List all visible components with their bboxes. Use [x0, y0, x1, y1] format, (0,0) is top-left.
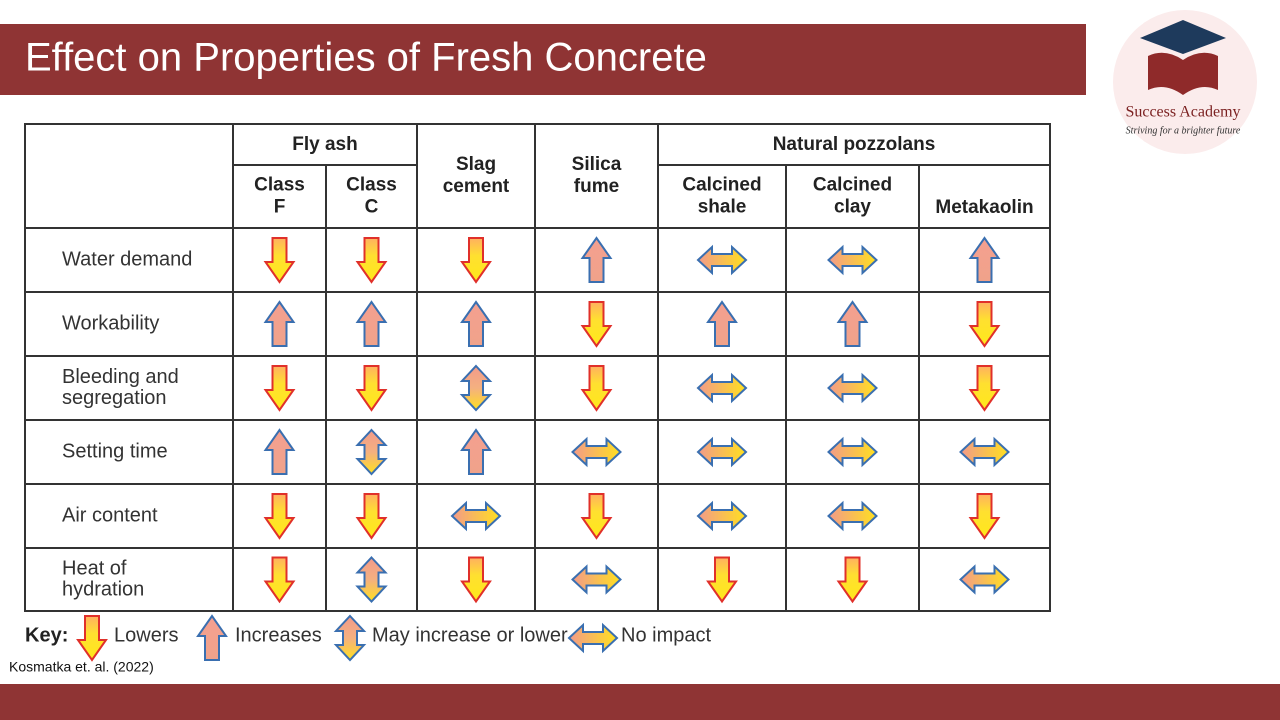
- slide-title: Effect on Properties of Fresh Concrete: [25, 36, 707, 80]
- key-icon: [77, 615, 107, 661]
- row-label: Setting time: [62, 440, 168, 462]
- key-label: May increase or lower: [372, 624, 568, 646]
- arrow-icon: [264, 301, 295, 347]
- arrow-icon: [969, 493, 1000, 539]
- arrow-icon: [707, 301, 737, 347]
- column-header: Metakaolin: [935, 197, 1033, 218]
- key-label: Increases: [235, 624, 322, 646]
- column-header: fume: [574, 176, 619, 197]
- arrow-icon: [356, 237, 387, 283]
- arrow-icon: [356, 556, 387, 603]
- arrow-icon: [827, 438, 878, 466]
- column-header: clay: [834, 197, 871, 218]
- arrow-icon: [264, 237, 295, 283]
- group-header: Fly ash: [292, 134, 357, 155]
- arrow-icon: [827, 502, 878, 530]
- arrow-icon: [451, 502, 501, 530]
- column-header: Slag: [456, 154, 496, 175]
- column-header: Calcined: [682, 175, 761, 196]
- arrow-icon: [264, 556, 295, 603]
- arrow-icon: [356, 429, 387, 475]
- logo-name: Success Academy: [1125, 104, 1240, 121]
- arrow-icon: [461, 365, 491, 411]
- column-header: Class: [254, 175, 305, 196]
- arrow-icon: [264, 365, 295, 411]
- column-header: F: [274, 197, 286, 218]
- title-bar: [0, 24, 1086, 95]
- footer-bar: [0, 684, 1280, 720]
- column-header: cement: [443, 176, 510, 197]
- key-icon: [197, 615, 227, 661]
- arrow-icon: [707, 556, 737, 603]
- key: Key: Lowers Increases May increase or lower…: [25, 615, 711, 661]
- row-label: Water demand: [62, 248, 192, 270]
- arrow-icon: [959, 565, 1010, 594]
- group-header: Natural pozzolans: [773, 134, 936, 155]
- key-label: No impact: [621, 624, 711, 646]
- column-header: C: [365, 197, 379, 218]
- column-header: Calcined: [813, 175, 892, 196]
- arrow-icon: [571, 565, 622, 594]
- column-header: Silica: [572, 154, 622, 175]
- citation: Kosmatka et. al. (2022): [9, 659, 154, 675]
- arrow-icon: [581, 365, 612, 411]
- arrow-icon: [571, 438, 622, 466]
- arrow-icon: [969, 365, 1000, 411]
- arrow-icon: [461, 237, 491, 283]
- arrow-icon: [264, 429, 295, 475]
- column-header: shale: [698, 197, 747, 218]
- arrow-icon: [264, 493, 295, 539]
- key-icon: [568, 624, 618, 652]
- arrow-icon: [461, 429, 491, 475]
- arrow-icon: [827, 374, 878, 402]
- row-label: Bleeding and: [62, 366, 179, 388]
- arrow-icon: [581, 237, 612, 283]
- table: Fly ash Natural pozzolansClassFClassCSlag…: [24, 123, 1051, 612]
- arrow-icon: [356, 365, 387, 411]
- arrow-icon: [837, 556, 868, 603]
- row-label: Heat of: [62, 557, 127, 579]
- arrow-icon: [827, 246, 878, 274]
- arrow-icon: [461, 301, 491, 347]
- logo: Success Academy Striving for a brighter …: [1113, 10, 1257, 154]
- arrow-icon: [697, 246, 747, 274]
- table-frame: [24, 123, 1051, 612]
- arrow-icon: [837, 301, 868, 347]
- row-label: hydration: [62, 578, 144, 600]
- arrow-icon: [697, 374, 747, 402]
- row-label: segregation: [62, 387, 167, 409]
- arrow-icon: [969, 237, 1000, 283]
- row-label: Workability: [62, 312, 159, 334]
- arrow-icon: [356, 493, 387, 539]
- arrow-icon: [461, 556, 491, 603]
- arrow-icon: [581, 493, 612, 539]
- key-label: Lowers: [114, 624, 178, 646]
- key-icon: [335, 615, 365, 661]
- column-header: Class: [346, 175, 397, 196]
- arrow-icon: [969, 301, 1000, 347]
- arrow-icon: [959, 438, 1010, 466]
- arrow-icon: [581, 301, 612, 347]
- arrow-icon: [356, 301, 387, 347]
- logo-tagline: Striving for a brighter future: [1126, 125, 1241, 136]
- arrow-icon: [697, 502, 747, 530]
- row-label: Air content: [62, 504, 158, 526]
- arrow-icon: [697, 438, 747, 466]
- key-title: Key:: [25, 624, 68, 646]
